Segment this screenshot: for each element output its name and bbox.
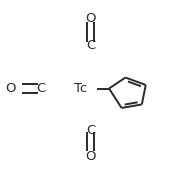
- Text: Tc: Tc: [74, 82, 88, 95]
- Text: C: C: [36, 82, 45, 95]
- Text: O: O: [5, 82, 16, 95]
- Text: O: O: [85, 12, 96, 25]
- Text: O: O: [85, 150, 96, 163]
- Text: C: C: [86, 39, 95, 52]
- Text: C: C: [86, 124, 95, 137]
